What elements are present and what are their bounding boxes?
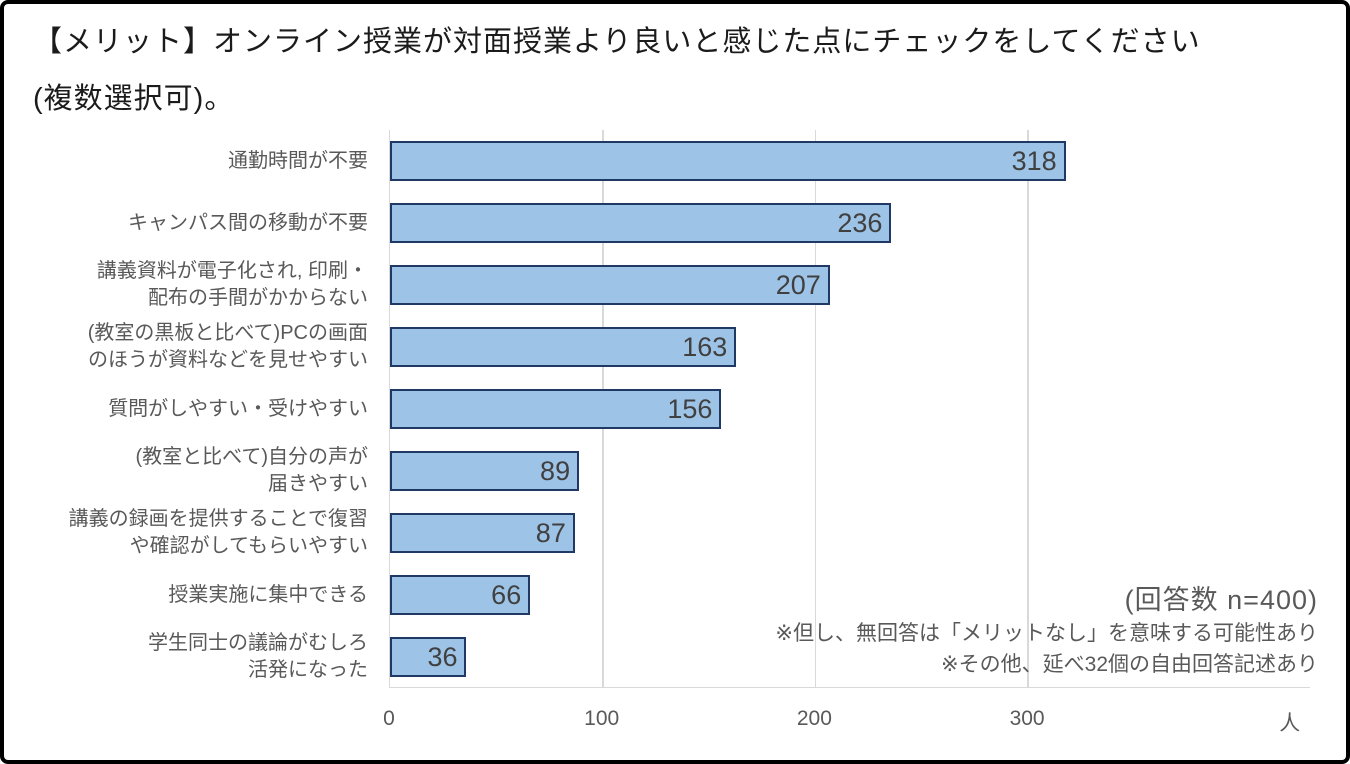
gridline-300 bbox=[1027, 130, 1029, 687]
bar-value-label: 89 bbox=[540, 455, 571, 486]
x-tick-label-100: 100 bbox=[584, 707, 620, 730]
category-labels: 通勤時間が不要キャンパス間の移動が不要講義資料が電子化され, 印刷・ 配布の手間… bbox=[20, 130, 368, 688]
bar-value-label: 156 bbox=[667, 393, 713, 424]
bar-4: 156 bbox=[390, 389, 722, 429]
x-tick-label-300: 300 bbox=[1009, 707, 1045, 730]
bar-1: 236 bbox=[390, 203, 892, 243]
plot-area: 318 236 207 163 156 89 87 66 36 bbox=[389, 130, 1310, 688]
annotations-block: (回答数 n=400) ※但し、無回答は「メリットなし」を意味する可能性あり ※… bbox=[775, 582, 1318, 680]
x-tick-label-200: 200 bbox=[796, 707, 832, 730]
x-tick-label-0: 0 bbox=[383, 707, 395, 730]
category-label-3: (教室の黒板と比べて)PCの画面 のほうが資料などを見せやすい bbox=[87, 322, 368, 371]
bar-value-label: 87 bbox=[535, 517, 566, 548]
category-label-6: 講義の録画を提供することで復習 や確認がしてもらいやすい bbox=[68, 508, 368, 557]
bar-value-label: 163 bbox=[682, 331, 728, 362]
x-axis-unit-label: 人 bbox=[1279, 712, 1301, 735]
bar-value-label: 36 bbox=[427, 641, 458, 672]
bar-0: 318 bbox=[390, 141, 1066, 181]
category-label-8: 学生同士の議論がむしろ 活発になった bbox=[148, 632, 368, 681]
x-axis: 人 0 100 200 300 bbox=[383, 707, 1310, 735]
chart-title: 【メリット】オンライン授業が対面授業より良いと感じた点にチェックをしてください … bbox=[33, 14, 1201, 128]
note-free-answers: ※その他、延べ32個の自由回答記述あり bbox=[941, 653, 1318, 676]
bar-value-label: 207 bbox=[775, 269, 821, 300]
bar-8: 36 bbox=[390, 637, 467, 677]
category-label-4: 質問がしやすい・受けやすい bbox=[108, 397, 368, 420]
category-label-5: (教室と比べて)自分の声が 届きやすい bbox=[135, 446, 368, 495]
bar-value-label: 66 bbox=[491, 579, 522, 610]
bar-value-label: 318 bbox=[1011, 145, 1057, 176]
bar-5: 89 bbox=[390, 451, 580, 491]
category-label-2: 講義資料が電子化され, 印刷・ 配布の手間がかからない bbox=[96, 260, 368, 309]
category-label-0: 通勤時間が不要 bbox=[228, 149, 368, 172]
category-label-7: 授業実施に集中できる bbox=[168, 583, 368, 606]
note-no-answer: ※但し、無回答は「メリットなし」を意味する可能性あり bbox=[775, 622, 1318, 645]
chart-title-line1: 【メリット】オンライン授業が対面授業より良いと感じた点にチェックをしてください bbox=[33, 26, 1201, 58]
bar-value-label: 236 bbox=[837, 207, 883, 238]
bar-7: 66 bbox=[390, 575, 531, 615]
respondents-count-label: (回答数 n=400) bbox=[1124, 585, 1318, 615]
bar-6: 87 bbox=[390, 513, 575, 553]
bar-2: 207 bbox=[390, 265, 830, 305]
category-label-1: キャンパス間の移動が不要 bbox=[128, 211, 368, 234]
gridline-200 bbox=[814, 130, 817, 687]
bar-3: 163 bbox=[390, 327, 737, 367]
chart-title-line2: (複数選択可)。 bbox=[33, 83, 235, 115]
